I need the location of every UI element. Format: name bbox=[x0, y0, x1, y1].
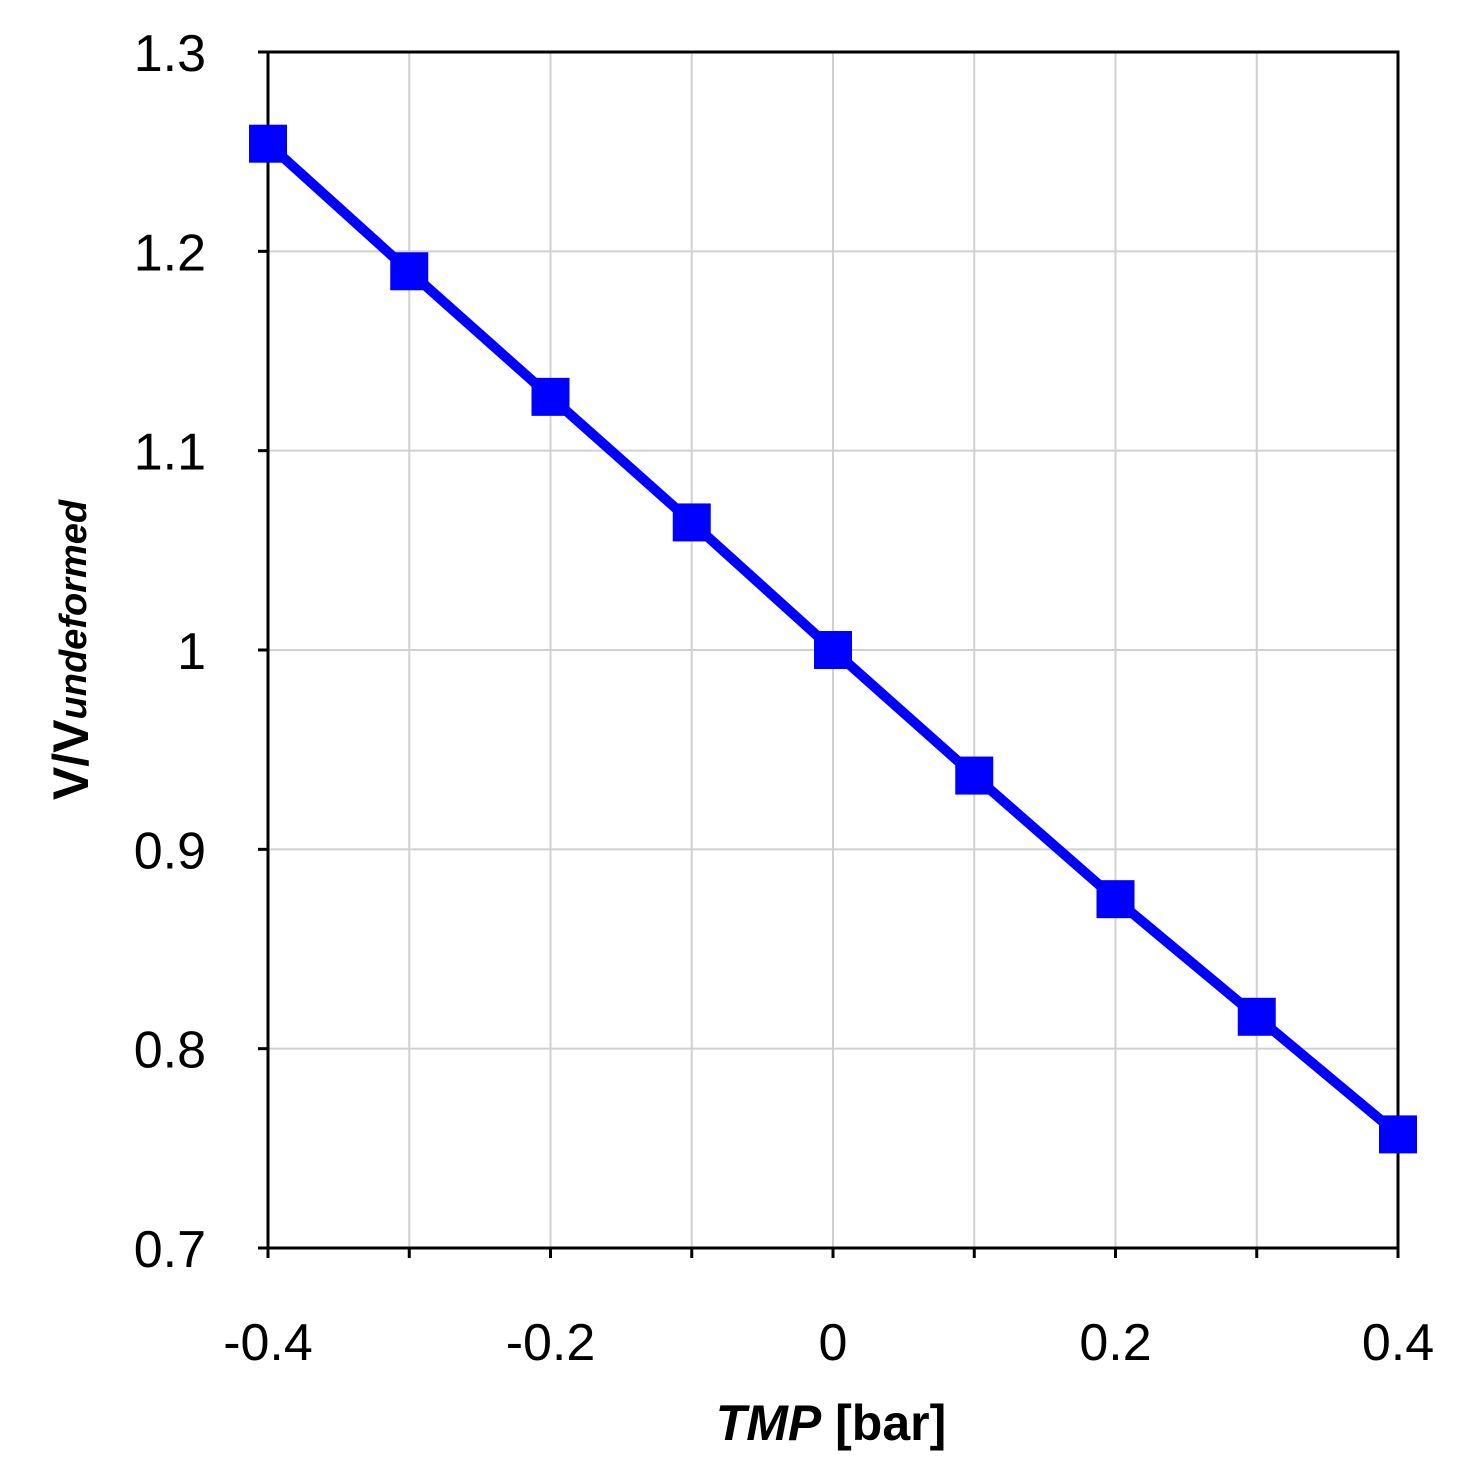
y-axis-tick-labels: 0.7 0.8 0.9 1 1.1 1.2 1.3 bbox=[134, 25, 268, 1279]
y-tick-label: 1 bbox=[177, 623, 206, 681]
data-point-marker bbox=[390, 252, 429, 291]
y-tick-label: 0.7 bbox=[134, 1221, 206, 1279]
y-axis-title-subscript: undeformed bbox=[53, 499, 95, 719]
x-axis-tick-labels: -0.4 -0.2 0 0.2 0.4 bbox=[223, 1248, 1434, 1372]
y-axis-title-main: V/V bbox=[43, 719, 99, 800]
y-tick-label: 1.3 bbox=[134, 25, 206, 83]
data-point-marker bbox=[672, 503, 711, 542]
x-tick-label: -0.2 bbox=[506, 1314, 596, 1372]
data-point-marker bbox=[955, 756, 994, 795]
x-tick-label: -0.4 bbox=[223, 1314, 313, 1372]
y-tick-label: 0.8 bbox=[134, 1022, 206, 1080]
x-axis-title: TMP [bar] bbox=[716, 1395, 947, 1451]
series-layer bbox=[249, 124, 1417, 1154]
y-tick-label: 0.9 bbox=[134, 822, 206, 880]
data-point-marker bbox=[1096, 880, 1135, 919]
y-axis-title: V/Vundeformed bbox=[43, 499, 99, 800]
x-axis-title-unit: [bar] bbox=[821, 1395, 946, 1451]
y-tick-label: 1.1 bbox=[134, 424, 206, 482]
data-point-marker bbox=[1379, 1115, 1417, 1154]
x-tick-label: 0.4 bbox=[1362, 1314, 1434, 1372]
x-tick-label: 0.2 bbox=[1079, 1314, 1151, 1372]
data-point-marker bbox=[814, 631, 852, 669]
data-point-marker bbox=[249, 124, 287, 163]
y-tick-label: 1.2 bbox=[134, 224, 206, 282]
x-axis-title-main: TMP bbox=[716, 1395, 822, 1451]
data-point-marker bbox=[531, 377, 570, 416]
x-tick-label: 0 bbox=[819, 1314, 848, 1372]
data-point-marker bbox=[1237, 997, 1276, 1036]
